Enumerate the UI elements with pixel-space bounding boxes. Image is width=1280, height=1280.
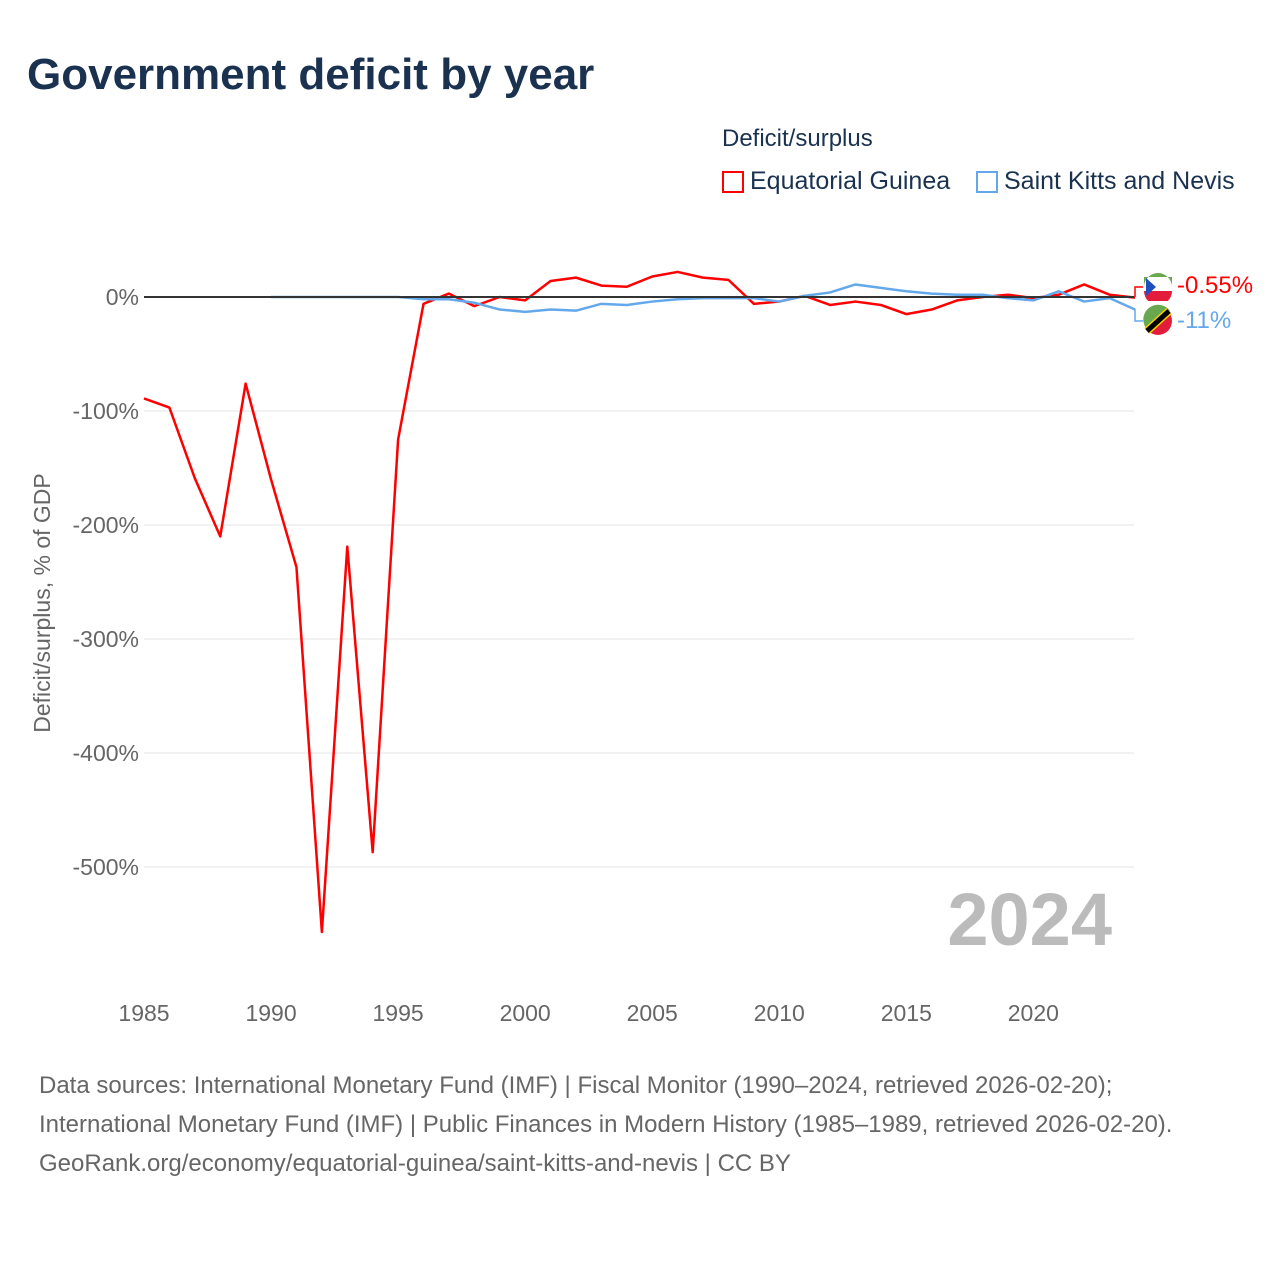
legend-swatch — [722, 170, 744, 193]
x-tick-label: 2015 — [881, 1000, 932, 1026]
y-axis-label: Deficit/surplus, % of GDP — [29, 473, 55, 732]
end-label-saint-kitts: -11% — [1177, 307, 1231, 334]
end-label-equatorial-guinea: -0.55% — [1177, 272, 1253, 299]
connector — [1134, 286, 1143, 297]
x-tick-label: 1990 — [245, 1000, 296, 1026]
y-tick-label: 0% — [106, 284, 139, 310]
flag-equatorial-guinea-icon — [1144, 273, 1172, 301]
y-tick-label: -100% — [73, 398, 139, 424]
y-tick-label: -300% — [73, 626, 139, 652]
legend-item-equatorial-guinea[interactable]: Equatorial Guinea — [722, 167, 950, 196]
connector — [1134, 309, 1143, 322]
legend-label: Equatorial Guinea — [750, 167, 951, 195]
x-tick-label: 2010 — [754, 1000, 805, 1026]
series-line-saint-kitts-and-nevis[interactable] — [271, 283, 1136, 314]
legend-item-saint-kitts[interactable]: Saint Kitts and Nevis — [976, 167, 1235, 196]
y-tick-label: -500% — [73, 854, 139, 880]
x-tick-label: 1985 — [118, 1000, 169, 1026]
source-link[interactable]: GeoRank.org/economy/equatorial-guinea/sa… — [39, 1150, 791, 1177]
series-line-equatorial-guinea[interactable] — [143, 270, 1136, 934]
chart-title: Government deficit by year — [27, 50, 595, 99]
x-tick-label: 1995 — [373, 1000, 424, 1026]
legend-label: Saint Kitts and Nevis — [1004, 167, 1235, 195]
y-tick-label: -400% — [73, 740, 139, 766]
year-watermark: 2024 — [947, 878, 1112, 961]
chart-plot: 0% -100% -200% -300% -400% -500% 1985 1990 1995 2… — [29, 270, 1253, 1026]
flag-saint-kitts-icon — [1143, 304, 1172, 335]
legend-swatch — [976, 170, 998, 193]
legend-title: Deficit/surplus — [722, 125, 873, 152]
data-sources: Data sources: International Monetary Fun… — [39, 1072, 1173, 1138]
x-tick-label: 2020 — [1008, 1000, 1059, 1026]
x-tick-label: 2000 — [500, 1000, 551, 1026]
y-tick-label: -200% — [73, 512, 139, 538]
footer: Data sources: International Monetary Fun… — [39, 1066, 1239, 1183]
x-tick-label: 2005 — [627, 1000, 678, 1026]
